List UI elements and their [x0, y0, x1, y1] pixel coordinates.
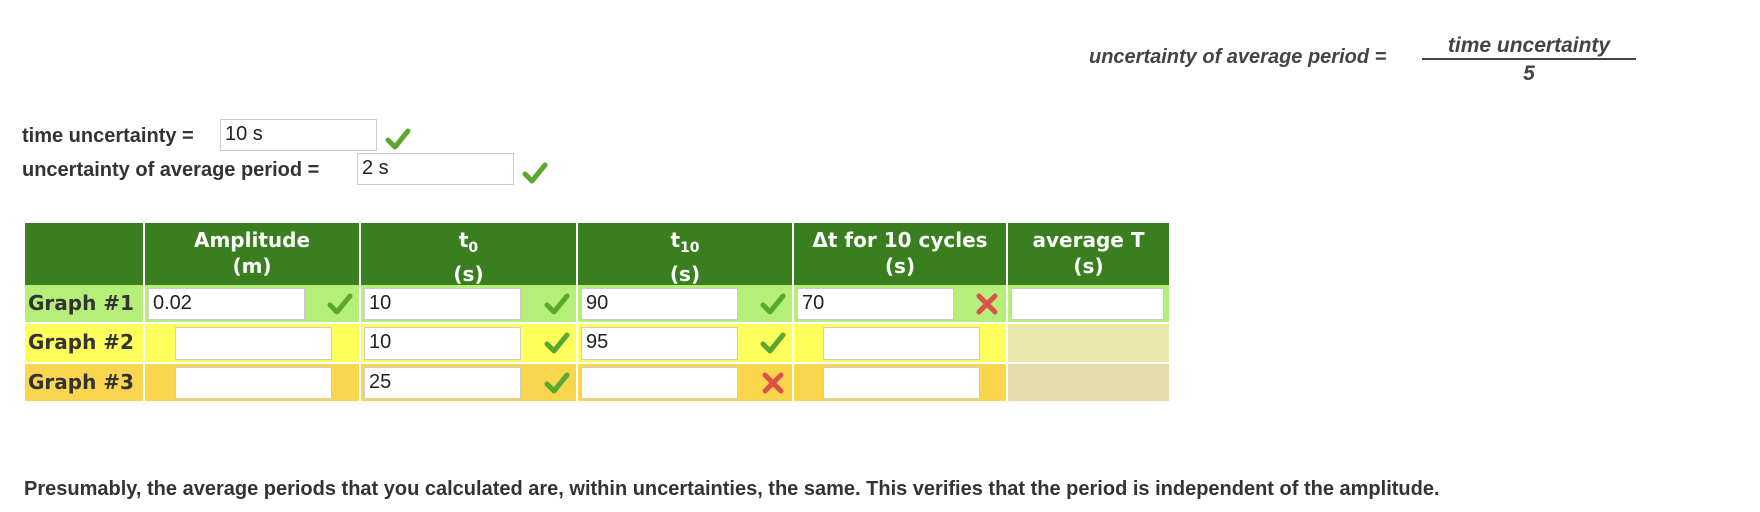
header-subscript: 0 [468, 240, 479, 256]
header-name: average T [1032, 228, 1145, 252]
text-input[interactable]: 0.02 [148, 288, 305, 320]
header-unit: (s) [1073, 254, 1104, 278]
text-input[interactable]: 70 [797, 288, 954, 320]
text-input[interactable] [822, 327, 980, 360]
header-subscript: 10 [680, 240, 700, 256]
note: Presumably, the average periods that you… [24, 478, 1440, 500]
cross-icon [762, 372, 784, 394]
header-cell: Amplitude (m) [145, 223, 361, 285]
formula-numerator: time uncertainty [1422, 34, 1636, 60]
header-cell: average T (s) [1008, 223, 1171, 285]
text-input[interactable] [581, 367, 738, 399]
text-input[interactable]: 10 [364, 288, 521, 320]
table-cell [1008, 364, 1171, 403]
text-input[interactable]: 10 [364, 327, 521, 360]
header-name: t [670, 228, 681, 252]
check-icon [522, 162, 548, 184]
text-input[interactable] [174, 327, 332, 360]
check-icon [544, 372, 570, 394]
check-icon [327, 293, 353, 315]
header-cell: t10 (s) [578, 223, 794, 286]
header-name: Δt for 10 cycles [812, 228, 988, 252]
text-input[interactable]: 2 s [357, 153, 514, 185]
check-icon [760, 293, 786, 315]
header-unit: (m) [232, 254, 272, 278]
text-input[interactable]: 25 [364, 367, 521, 399]
check-icon [544, 293, 570, 315]
check-icon [385, 128, 411, 150]
text-input[interactable] [174, 367, 332, 399]
check-icon [760, 332, 786, 354]
text-input[interactable]: 10 s [220, 119, 377, 151]
field-label: time uncertainty = [22, 125, 194, 147]
text-input[interactable] [822, 367, 980, 399]
formula-label: uncertainty of average period = [1089, 46, 1387, 68]
check-icon [544, 332, 570, 354]
header-cell [25, 223, 145, 285]
header-name: Amplitude [193, 228, 311, 252]
header-cell: t0 (s) [361, 223, 578, 286]
header-cell: Δt for 10 cycles (s) [794, 223, 1008, 285]
header-unit: (s) [884, 254, 916, 278]
table-cell [1008, 324, 1171, 364]
formula-denominator: 5 [1523, 62, 1535, 85]
header-unit: (s) [453, 262, 484, 286]
text-input[interactable] [1011, 288, 1164, 320]
text-input[interactable]: 90 [581, 288, 738, 320]
text-input[interactable]: 95 [581, 327, 738, 360]
row-label: Graph #3 [25, 364, 145, 403]
header-unit: (s) [669, 262, 701, 286]
row-label: Graph #2 [25, 324, 145, 364]
field-label: uncertainty of average period = [22, 159, 320, 181]
row-label: Graph #1 [25, 285, 145, 324]
header-name: t [458, 228, 469, 252]
cross-icon [976, 293, 998, 315]
